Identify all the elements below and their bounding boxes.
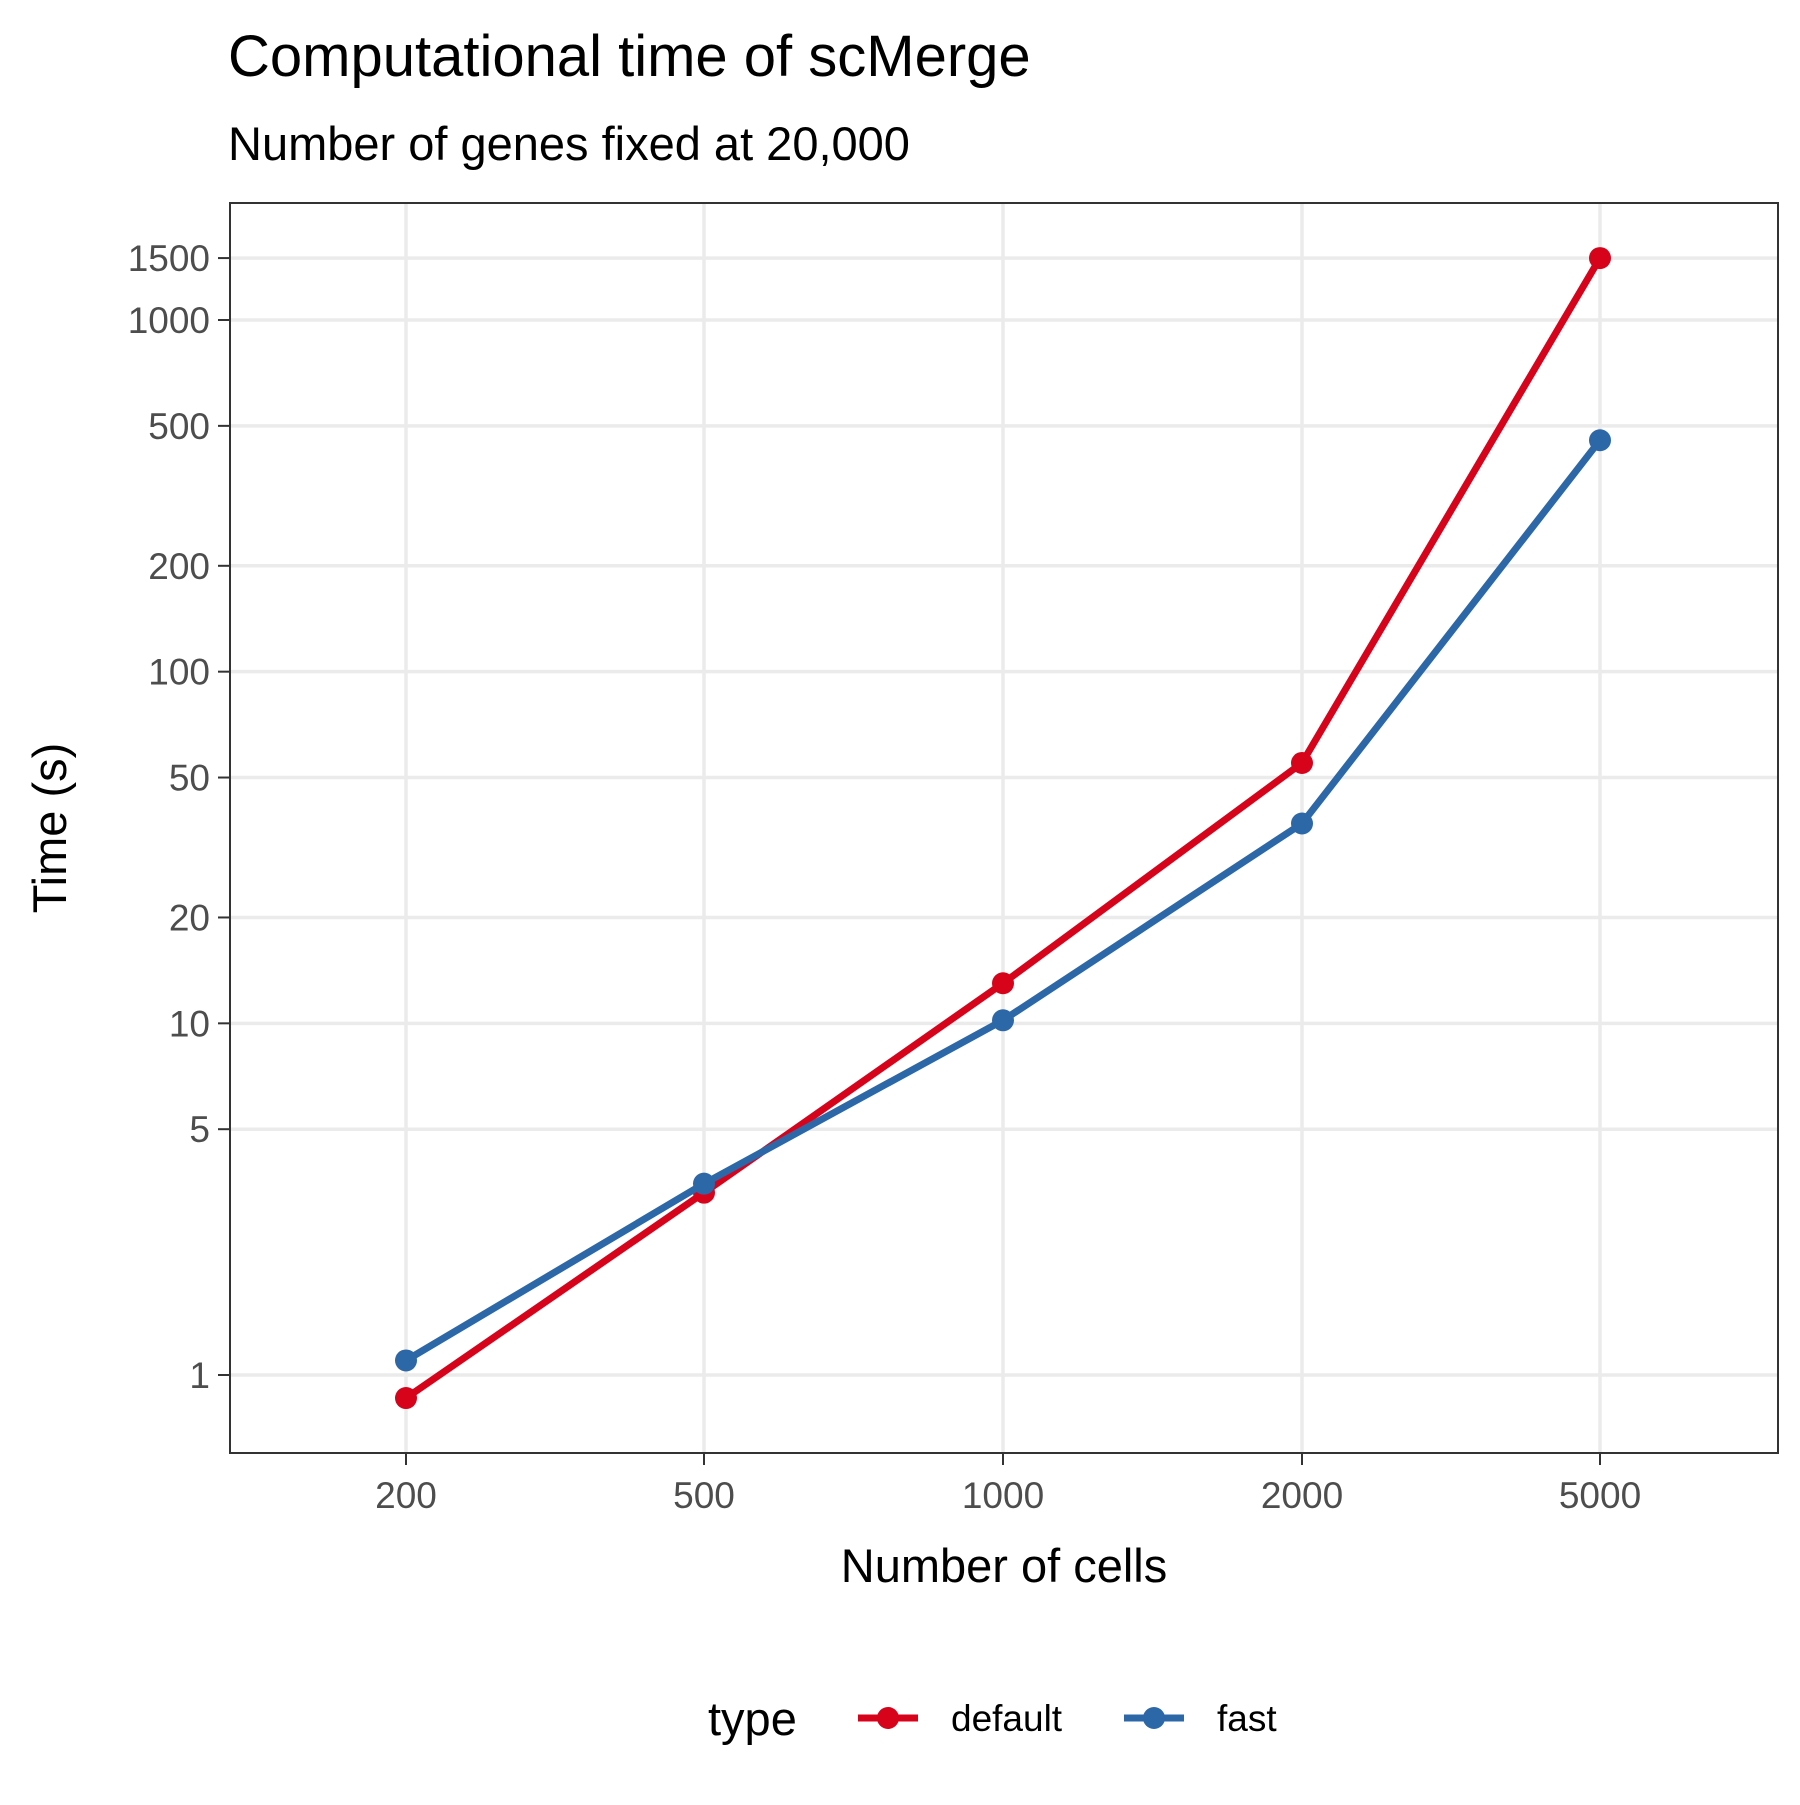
legend-label-fast: fast <box>1217 1698 1277 1739</box>
x-tick-label: 200 <box>375 1475 437 1516</box>
legend: type default fast <box>708 1692 1277 1745</box>
data-point-fast <box>992 1009 1014 1032</box>
legend-item-fast: fast <box>1124 1698 1277 1739</box>
x-axis-label: Number of cells <box>841 1539 1168 1592</box>
legend-items: default fast <box>858 1698 1277 1739</box>
y-tick-label: 10 <box>169 1003 210 1044</box>
y-tick-label: 1000 <box>128 300 210 341</box>
data-point-fast <box>1291 812 1313 835</box>
y-tick-label: 500 <box>148 406 210 447</box>
y-tick-label: 5 <box>189 1109 210 1150</box>
y-tick-label: 200 <box>148 546 210 587</box>
data-point-default <box>1589 247 1611 270</box>
data-point-default <box>395 1387 417 1410</box>
data-point-fast <box>395 1349 417 1372</box>
x-axis: 200 500 1000 2000 5000 <box>375 1453 1641 1516</box>
x-tick-label: 1000 <box>962 1475 1044 1516</box>
chart-subtitle: Number of genes fixed at 20,000 <box>228 117 910 170</box>
series-layer <box>395 247 1611 1410</box>
legend-label-default: default <box>951 1698 1063 1739</box>
data-point-default <box>992 972 1014 995</box>
legend-title: type <box>708 1692 797 1745</box>
series-fast <box>395 429 1611 1372</box>
y-tick-label: 1500 <box>128 238 210 279</box>
y-tick-label: 1 <box>189 1355 210 1396</box>
data-point-fast <box>1589 429 1611 452</box>
chart-title: Computational time of scMerge <box>228 24 1031 89</box>
legend-item-default: default <box>858 1698 1063 1739</box>
y-tick-label: 20 <box>169 897 210 938</box>
x-tick-label: 500 <box>673 1475 735 1516</box>
legend-key-point-default <box>877 1707 899 1729</box>
y-tick-label: 100 <box>148 652 210 693</box>
y-axis: 1 5 10 20 50 100 200 500 1000 1500 <box>128 238 230 1396</box>
y-axis-label: Time (s) <box>23 743 76 914</box>
data-point-default <box>1291 751 1313 774</box>
x-tick-label: 5000 <box>1559 1475 1641 1516</box>
x-tick-label: 2000 <box>1261 1475 1343 1516</box>
data-point-fast <box>693 1172 715 1195</box>
y-tick-label: 50 <box>169 758 210 799</box>
legend-key-point-fast <box>1143 1707 1165 1729</box>
